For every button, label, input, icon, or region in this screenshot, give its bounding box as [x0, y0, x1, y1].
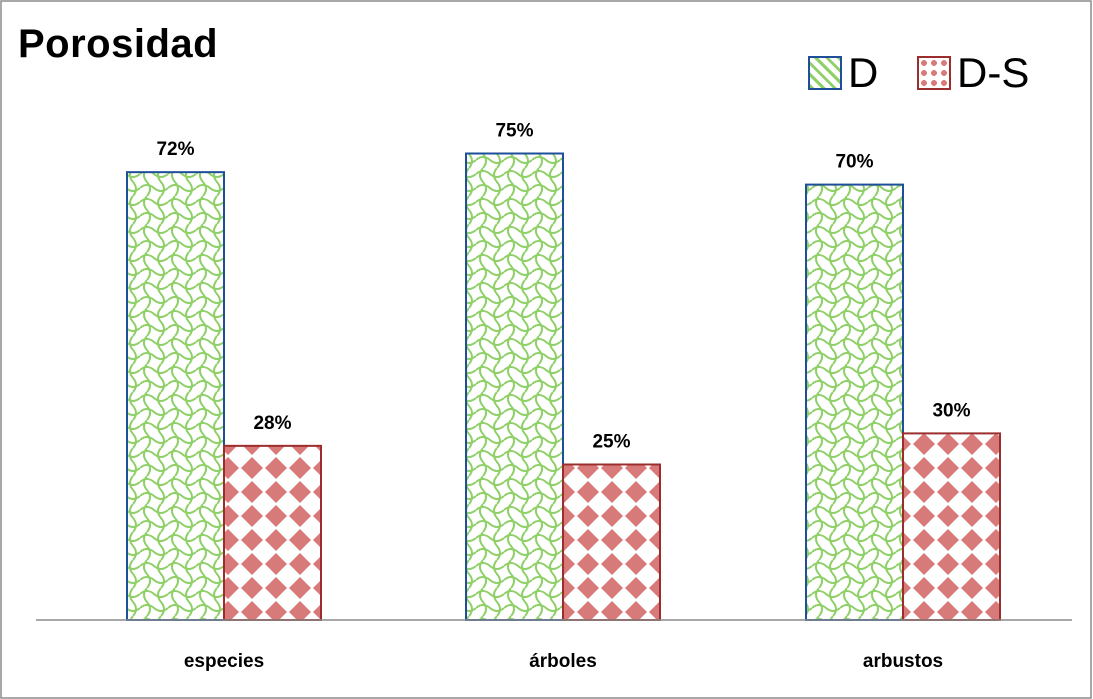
data-label: 70% — [835, 152, 873, 173]
legend-item-d: D — [808, 48, 878, 98]
data-label: 72% — [156, 139, 194, 160]
legend-label-d: D — [848, 49, 879, 96]
data-label: 30% — [932, 400, 970, 421]
legend-item-d-s: D-S — [917, 48, 1029, 98]
category-tick-label: árboles — [529, 651, 597, 672]
legend-swatch-d — [808, 56, 842, 90]
legend-swatch-d-s — [917, 56, 951, 90]
data-label: 25% — [592, 432, 630, 453]
data-label: 75% — [495, 121, 533, 142]
category-tick-label: especies — [184, 651, 264, 672]
bar-d-arboles — [465, 152, 564, 621]
bar-d-s-arbustos — [902, 432, 1001, 621]
bar-d-especies — [126, 171, 225, 621]
bar-d-s-especies — [223, 444, 322, 621]
legend-label-d-s: D-S — [957, 49, 1030, 96]
category-tick-label: arbustos — [863, 651, 943, 672]
bar-d-arbustos — [805, 183, 904, 621]
data-label: 28% — [253, 413, 291, 434]
bars-layer: 72% 28% especies 75% 25% árboles 70% 30% arbusto… — [126, 121, 1001, 672]
chart-title: Porosidad — [18, 22, 219, 66]
bar-d-s-arboles — [562, 463, 661, 621]
